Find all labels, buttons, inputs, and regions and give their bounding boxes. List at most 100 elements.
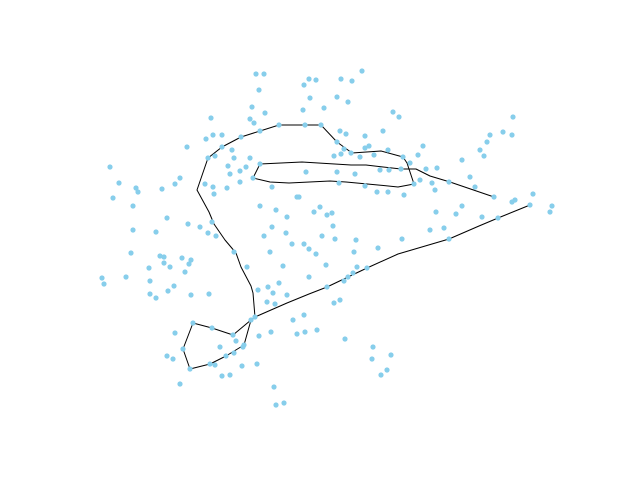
data-point (345, 99, 351, 105)
data-point (153, 229, 159, 235)
data-point (321, 105, 327, 111)
data-point (388, 352, 394, 358)
data-point (190, 320, 196, 326)
data-point (227, 372, 233, 378)
data-point (434, 165, 440, 171)
data-point (133, 185, 139, 191)
data-point (338, 76, 344, 82)
data-point (337, 297, 343, 303)
data-point (184, 144, 190, 150)
data-point (188, 257, 194, 263)
data-point (170, 356, 176, 362)
data-point (157, 253, 163, 259)
data-point (371, 152, 377, 158)
data-point (370, 344, 376, 350)
data-point (229, 147, 235, 153)
data-point (362, 133, 368, 139)
data-point (411, 181, 417, 187)
data-point (301, 82, 307, 88)
data-point (446, 236, 452, 242)
data-point (203, 136, 209, 142)
data-point (244, 264, 250, 270)
data-point (423, 166, 429, 172)
data-point (261, 71, 267, 77)
data-point (495, 215, 501, 221)
data-point (510, 114, 516, 120)
data-point (243, 164, 249, 170)
data-point (386, 167, 392, 173)
data-point (167, 264, 173, 270)
data-point (188, 292, 194, 298)
data-point (249, 104, 255, 110)
data-point (378, 372, 384, 378)
data-point (179, 255, 185, 261)
data-point (276, 122, 282, 128)
data-point (484, 139, 490, 145)
data-point (441, 225, 447, 231)
data-point (153, 295, 159, 301)
data-point (407, 160, 413, 166)
data-point (269, 184, 275, 190)
data-point (350, 270, 356, 276)
data-point (239, 363, 245, 369)
data-point (172, 330, 178, 336)
data-point (332, 236, 338, 242)
data-point (429, 180, 435, 186)
data-point (212, 153, 218, 159)
data-point (251, 120, 257, 126)
data-point (351, 249, 357, 255)
data-point (390, 109, 396, 115)
data-point (270, 290, 276, 296)
data-point (337, 128, 343, 134)
data-point (385, 189, 391, 195)
data-point (353, 237, 359, 243)
data-point (343, 131, 349, 137)
data-point (180, 346, 186, 352)
data-point (385, 147, 391, 153)
data-point (146, 265, 152, 271)
data-point (255, 287, 261, 293)
data-point (281, 400, 287, 406)
data-point (99, 275, 105, 281)
data-point (345, 274, 351, 280)
data-point (161, 260, 167, 266)
data-point (164, 353, 170, 359)
data-point (302, 329, 308, 335)
data-point (248, 317, 254, 323)
data-point (165, 288, 171, 294)
data-point (207, 361, 213, 367)
data-point (256, 87, 262, 93)
data-point (313, 251, 319, 257)
data-point (400, 154, 406, 160)
data-point (314, 327, 320, 333)
data-point (401, 192, 407, 198)
data-point (294, 331, 300, 337)
data-point (210, 132, 216, 138)
data-point (472, 184, 478, 190)
data-point (289, 241, 295, 247)
data-point (323, 262, 329, 268)
data-point (261, 233, 267, 239)
data-point (509, 199, 515, 205)
data-point (268, 329, 274, 335)
data-point (128, 250, 134, 256)
data-point (334, 94, 340, 100)
data-point (479, 214, 485, 220)
data-point (341, 146, 347, 152)
data-point (313, 77, 319, 83)
data-point (283, 230, 289, 236)
data-point (159, 186, 165, 192)
data-point (265, 284, 271, 290)
data-point (272, 301, 278, 307)
data-point (262, 110, 268, 116)
data-point (256, 333, 262, 339)
data-point (101, 281, 107, 287)
data-point (348, 150, 354, 156)
data-point (459, 203, 465, 209)
path-segment-1 (182, 124, 495, 370)
data-point (354, 264, 360, 270)
data-point (186, 261, 192, 267)
data-point (164, 215, 170, 221)
data-point (290, 317, 296, 323)
data-point (223, 353, 229, 359)
